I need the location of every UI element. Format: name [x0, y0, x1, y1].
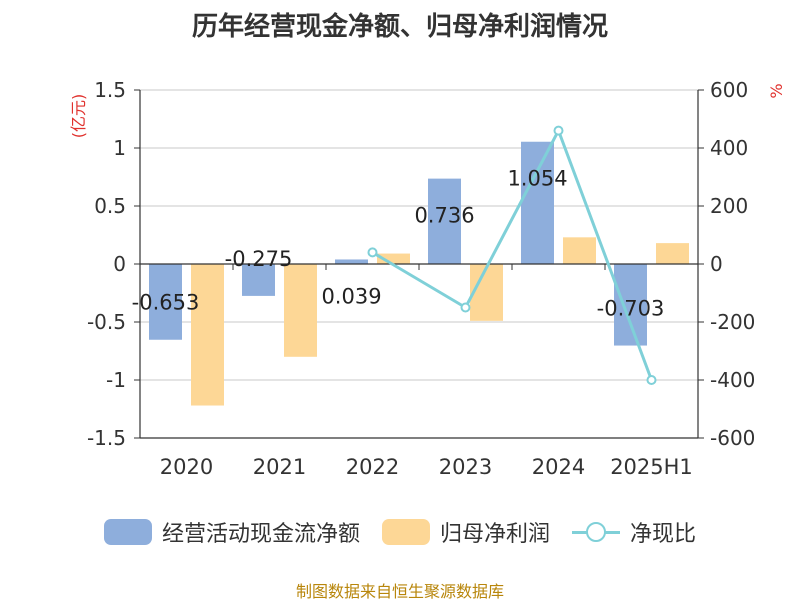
left-axis-tick-label: -0.5 [87, 310, 126, 334]
cashflow-data-label: 1.054 [507, 167, 567, 191]
cashflow-bar [614, 264, 647, 346]
legend-item-cashflow[interactable]: 经营活动现金流净额 [103, 516, 360, 548]
legend-swatch-ratio [572, 519, 620, 545]
x-axis-tick-label: 2023 [439, 455, 492, 479]
x-axis-tick-label: 2024 [532, 455, 585, 479]
cashflow-bar [242, 264, 275, 296]
left-axis-tick-label: -1.5 [87, 426, 126, 450]
ratio-line [371, 129, 653, 381]
chart-legend: 经营活动现金流净额 归母净利润 净现比 [0, 516, 800, 548]
left-axis-tick-label: 0.5 [94, 194, 126, 218]
left-axis-tick-label: 1 [113, 136, 126, 160]
legend-label-ratio: 净现比 [630, 522, 697, 547]
data-source-note: 制图数据来自恒生聚源数据库 [295, 582, 504, 601]
x-axis-tick-label: 2020 [160, 455, 213, 479]
right-axis-tick-label: -400 [710, 368, 755, 392]
chart-title: 历年经营现金净额、归母净利润情况 [191, 12, 608, 42]
left-axis-tick-label: -1 [106, 368, 126, 392]
x-axis-tick-label: 2022 [346, 455, 399, 479]
ratio-point [367, 247, 378, 258]
legend-label-cashflow: 经营活动现金流净额 [161, 522, 360, 547]
net-profit-bar [563, 237, 596, 264]
chart-canvas: -1.5 -1 -0.5 0 0.5 1 1.5 -600 -400 -200 0 200 400 600… [69, 78, 786, 479]
right-axis-tick-label: 400 [710, 136, 748, 160]
legend-item-net-profit[interactable]: 归母净利润 [381, 516, 550, 548]
right-axis-tick-label: -600 [710, 426, 755, 450]
right-axis-tick-label: 0 [710, 252, 723, 276]
cashflow-data-label: 0.736 [414, 204, 474, 228]
cashflow-bar [428, 178, 461, 264]
cashflow-data-label: -0.275 [225, 247, 293, 271]
legend-label-net-profit: 归母净利润 [439, 522, 550, 547]
left-axis-unit-label: (亿元) [69, 94, 88, 139]
x-axis-tick-label: 2025H1 [610, 455, 693, 479]
right-axis-tick-label: 600 [710, 78, 748, 102]
net-profit-bar [377, 253, 410, 264]
right-axis-unit-label: % [767, 83, 786, 98]
legend-swatch-net-profit [381, 519, 430, 545]
net-profit-bar [656, 243, 689, 264]
cashflow-bar [335, 259, 368, 264]
cashflow-bar [521, 141, 554, 264]
x-axis-tick-label: 2021 [253, 455, 306, 479]
net-profit-bar [470, 264, 503, 321]
ratio-point [646, 375, 657, 385]
right-axis-tick-label: 200 [710, 194, 748, 218]
right-axis-tick-label: -200 [710, 310, 755, 334]
cashflow-data-label: -0.703 [597, 297, 665, 321]
legend-item-ratio[interactable]: 净现比 [572, 516, 696, 548]
cashflow-bar [149, 264, 182, 340]
cashflow-data-label: -0.653 [132, 291, 200, 315]
legend-swatch-cashflow [103, 519, 152, 545]
cashflow-data-label: 0.039 [321, 284, 381, 308]
ratio-point [460, 302, 471, 313]
net-profit-bar [284, 264, 317, 357]
ratio-point [553, 125, 564, 136]
left-axis-tick-label: 0 [113, 252, 126, 276]
left-axis-tick-label: 1.5 [94, 78, 126, 102]
net-profit-bar [191, 264, 224, 406]
